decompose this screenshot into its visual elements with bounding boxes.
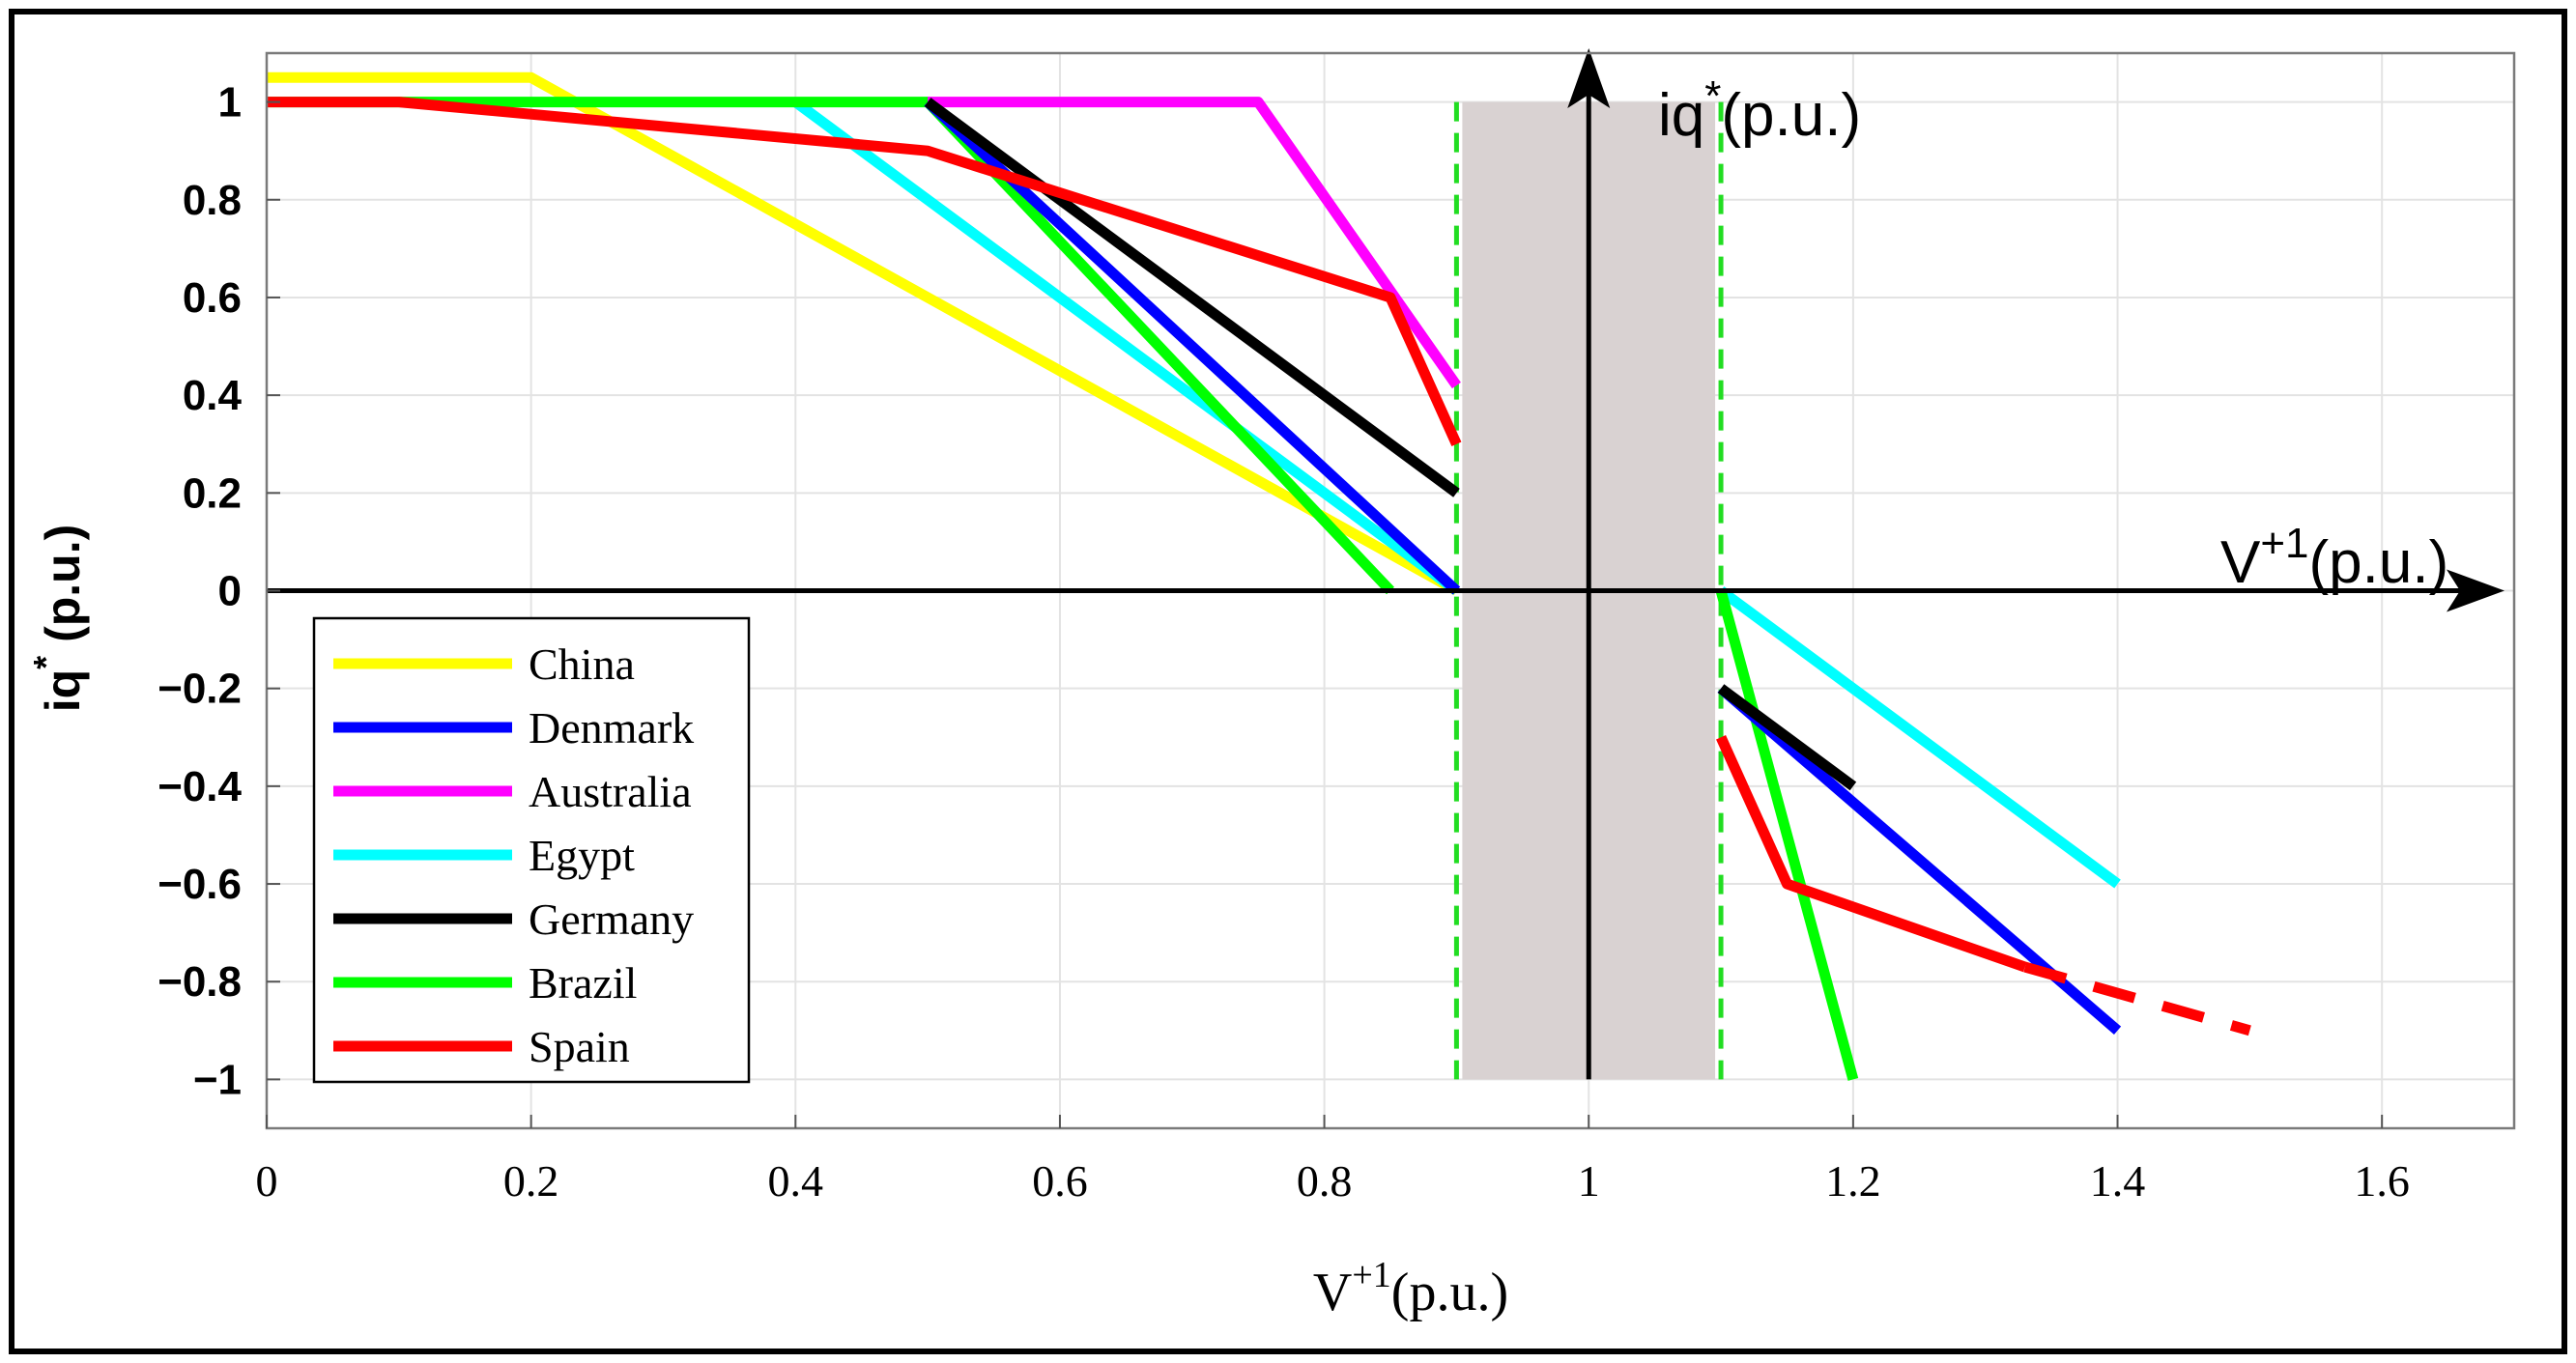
legend-label-china: China	[529, 639, 635, 689]
y-axis-title: iq* (p.u.)	[26, 525, 90, 713]
series-australia	[928, 97, 1461, 389]
series-line-germany	[1717, 684, 1857, 791]
series-china	[267, 71, 1460, 596]
x-axis-title-main: V	[1313, 1263, 1352, 1322]
x-tick-label: 1.6	[2354, 1156, 2410, 1206]
x-tick-label: 0.2	[503, 1156, 559, 1206]
legend: China Denmark Australia Egypt Germany Brazil S…	[312, 616, 751, 1084]
x-tick-label: 0.4	[768, 1156, 824, 1206]
y-axis-title-sup: *	[26, 656, 66, 669]
x-tick-label: 0.6	[1032, 1156, 1088, 1206]
y-tick-label: 0	[218, 568, 242, 615]
legend-label-australia: Australia	[529, 767, 692, 816]
legend-label-germany: Germany	[529, 894, 694, 944]
series-line-china	[267, 71, 1460, 596]
series-line-spain	[1716, 735, 2027, 973]
y-tick-label: −0.6	[157, 861, 242, 908]
series-layer	[267, 71, 2251, 1081]
series-line-egypt	[792, 98, 1460, 595]
y-tick-label: 0.8	[183, 177, 242, 224]
legend-label-denmark: Denmark	[529, 703, 694, 752]
axis-titles: V+1(p.u.) iq* (p.u.)	[26, 525, 1508, 1322]
inner-horizontal-label-sup: +1	[2260, 520, 2308, 567]
legend-item-china: China	[333, 639, 635, 689]
legend-item-denmark: Denmark	[333, 703, 694, 752]
y-tick-label: −0.4	[157, 763, 242, 810]
legend-item-germany: Germany	[333, 894, 694, 944]
legend-item-egypt: Egypt	[333, 831, 635, 880]
legend-label-egypt: Egypt	[529, 831, 635, 880]
x-tick-label: 1.2	[1825, 1156, 1881, 1206]
series-line-germany	[924, 98, 1460, 497]
legend-label-brazil: Brazil	[529, 958, 637, 1008]
x-tick-label: 1	[1578, 1156, 1600, 1206]
inner-horizontal-label-unit: (p.u.)	[2309, 529, 2449, 596]
y-axis-title-unit: (p.u.)	[36, 525, 90, 656]
x-tick-label: 0.8	[1297, 1156, 1353, 1206]
y-axis-title-main: iq	[36, 669, 90, 712]
series-line-brazil	[1715, 589, 1859, 1081]
y-tick-label: −0.2	[157, 666, 242, 713]
x-tick-label: 0	[256, 1156, 278, 1206]
y-tick-label: 1	[218, 79, 242, 127]
y-tick-label: 0.2	[183, 469, 242, 517]
legend-label-spain: Spain	[529, 1022, 630, 1071]
series-line-australia	[928, 97, 1461, 389]
x-axis-title-sup: +1	[1352, 1255, 1390, 1295]
inner-vertical-arrowhead	[1567, 48, 1611, 108]
inner-vertical-label-unit: (p.u.)	[1721, 82, 1861, 149]
y-tick-label: 0.4	[183, 372, 243, 419]
inner-horizontal-label-main: V	[2220, 529, 2261, 596]
series-egypt	[792, 98, 2121, 889]
series-dashed-line-spain	[2023, 961, 2251, 1036]
series-line-egypt	[1717, 586, 2121, 889]
series-germany	[924, 98, 1857, 791]
inner-horizontal-axis-label: V+1(p.u.)	[2220, 520, 2448, 596]
x-axis-title: V+1(p.u.)	[1313, 1255, 1508, 1322]
legend-item-spain: Spain	[333, 1022, 630, 1071]
legend-item-australia: Australia	[333, 767, 692, 816]
series-line-spain	[267, 97, 1462, 446]
inner-vertical-label-sup: *	[1704, 72, 1721, 120]
series-spain	[267, 97, 2251, 1036]
inner-vertical-axis-label: iq*(p.u.)	[1658, 72, 1861, 149]
ticks: 0 0.2 0.4 0.6 0.8 1 1.2 1.4 1.6 1 0.8 0.6 0.4 0.2 0 −0.…	[157, 79, 2410, 1206]
y-tick-label: −0.8	[157, 958, 242, 1006]
x-axis-title-unit: (p.u.)	[1391, 1263, 1508, 1322]
inner-axes: V+1(p.u.)iq*(p.u.)	[267, 48, 2504, 1080]
y-tick-label: 0.6	[183, 274, 242, 322]
y-tick-label: −1	[193, 1056, 242, 1103]
legend-item-brazil: Brazil	[333, 958, 637, 1008]
inner-horizontal-arrowhead	[2447, 569, 2504, 612]
x-tick-label: 1.4	[2090, 1156, 2146, 1206]
inner-vertical-label-main: iq	[1658, 82, 1704, 149]
